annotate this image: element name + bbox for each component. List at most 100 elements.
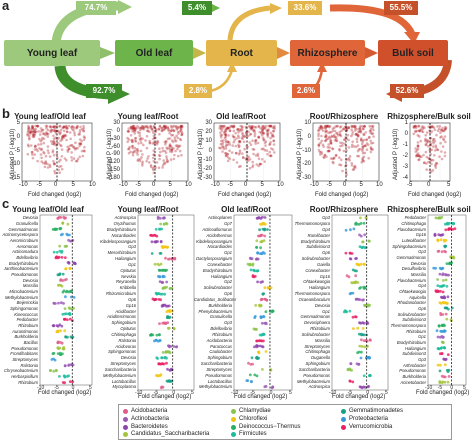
volcano-point: [324, 127, 327, 130]
strip-point: [258, 303, 261, 307]
volcano-point: [443, 125, 447, 129]
volcano-point: [333, 139, 337, 142]
strip-point: [443, 244, 446, 248]
volcano-point: [39, 127, 43, 130]
volcano-point: [356, 133, 360, 137]
strip-point: [440, 296, 444, 299]
volcano-point: [338, 148, 341, 151]
strip-point: [250, 257, 254, 261]
volcano-point: [228, 157, 231, 161]
volcano-point: [325, 134, 328, 138]
volcano-point: [60, 137, 64, 140]
volcano-point: [360, 138, 363, 142]
strip-point: [364, 339, 368, 342]
volcano-point: [30, 130, 33, 134]
volcano-point: [354, 145, 358, 149]
volcano-point: [69, 137, 72, 141]
strip-point: [51, 228, 55, 231]
volcano-point: [346, 133, 350, 137]
volcano-point: [55, 138, 59, 141]
volcano-point: [42, 150, 45, 154]
volcano-point: [440, 135, 443, 138]
volcano-point: [343, 138, 346, 141]
strip-point: [165, 268, 169, 272]
strip-point: [150, 233, 153, 237]
strip-point: [442, 301, 446, 305]
strip-genus-label: Massilia: [410, 271, 426, 277]
volcano-point: [170, 147, 174, 150]
strip-point: [65, 375, 69, 378]
volcano-point: [234, 151, 238, 155]
volcano-title-2: Young leaf/Root: [117, 112, 179, 121]
volcano-point: [49, 140, 53, 143]
volcano-point: [351, 130, 355, 134]
volcano-point: [267, 124, 270, 128]
volcano-point: [238, 144, 241, 148]
volcano-point: [335, 131, 338, 135]
volcano-point: [231, 134, 235, 137]
strip-genus-label: Gp16: [415, 232, 426, 238]
volcano-point: [174, 126, 178, 129]
legend-dot: [123, 424, 128, 430]
volcano-point: [74, 147, 78, 150]
volcano-point: [238, 139, 242, 143]
volcano-point: [327, 143, 330, 146]
strip-point: [52, 369, 56, 373]
volcano-point: [163, 128, 166, 131]
volcano-point: [52, 139, 55, 143]
volcano-point: [320, 134, 323, 138]
legend-label: Chloroflexi: [239, 416, 268, 422]
volcano-point: [163, 140, 167, 144]
volcano-point: [165, 139, 168, 143]
strip-point: [153, 298, 157, 302]
volcano-point: [328, 149, 331, 153]
strip-genus-label: Luteolibacter: [402, 237, 426, 243]
strip-point: [348, 292, 352, 296]
volcano-xtick: 0: [54, 182, 58, 188]
strip-point: [169, 379, 173, 383]
volcano-point: [412, 126, 416, 129]
strip-point: [66, 222, 70, 226]
strip-point: [358, 233, 361, 237]
volcano-point: [157, 127, 160, 131]
volcano-point: [244, 125, 248, 129]
volcano-point: [31, 153, 34, 156]
strip-point: [63, 381, 66, 385]
volcano-point: [167, 128, 170, 131]
volcano-point: [154, 129, 158, 132]
volcano-point: [254, 138, 258, 142]
volcano-point: [317, 132, 320, 135]
volcano-point: [237, 134, 240, 137]
volcano-point: [127, 147, 130, 151]
strip-point: [442, 279, 445, 282]
volcano-point: [179, 124, 183, 128]
volcano-point: [250, 126, 254, 130]
volcano-point: [250, 124, 254, 128]
volcano-point: [335, 125, 339, 128]
strip-point: [169, 345, 173, 348]
volcano-point: [232, 129, 236, 133]
strip-genus-label: Devosia: [120, 355, 136, 361]
strip-point: [358, 344, 362, 348]
strip-point: [68, 380, 72, 383]
volcano-point: [344, 144, 348, 148]
volcano-point: [416, 145, 420, 148]
volcano-point: [253, 132, 257, 136]
volcano-point: [339, 141, 342, 144]
strip-point: [362, 374, 366, 378]
volcano-point: [133, 126, 136, 130]
volcano-point: [358, 130, 361, 133]
volcano-point: [369, 146, 373, 149]
volcano-point: [142, 128, 145, 131]
volcano-point: [335, 139, 338, 142]
volcano-point: [129, 134, 133, 137]
volcano-point: [434, 163, 438, 166]
strip-point: [256, 269, 259, 273]
volcano-point: [235, 161, 239, 164]
volcano-point: [263, 148, 267, 152]
volcano-point: [251, 139, 254, 142]
volcano-point: [52, 140, 55, 144]
volcano-point: [412, 125, 416, 128]
volcano-point: [248, 124, 251, 128]
volcano-point: [131, 125, 135, 128]
